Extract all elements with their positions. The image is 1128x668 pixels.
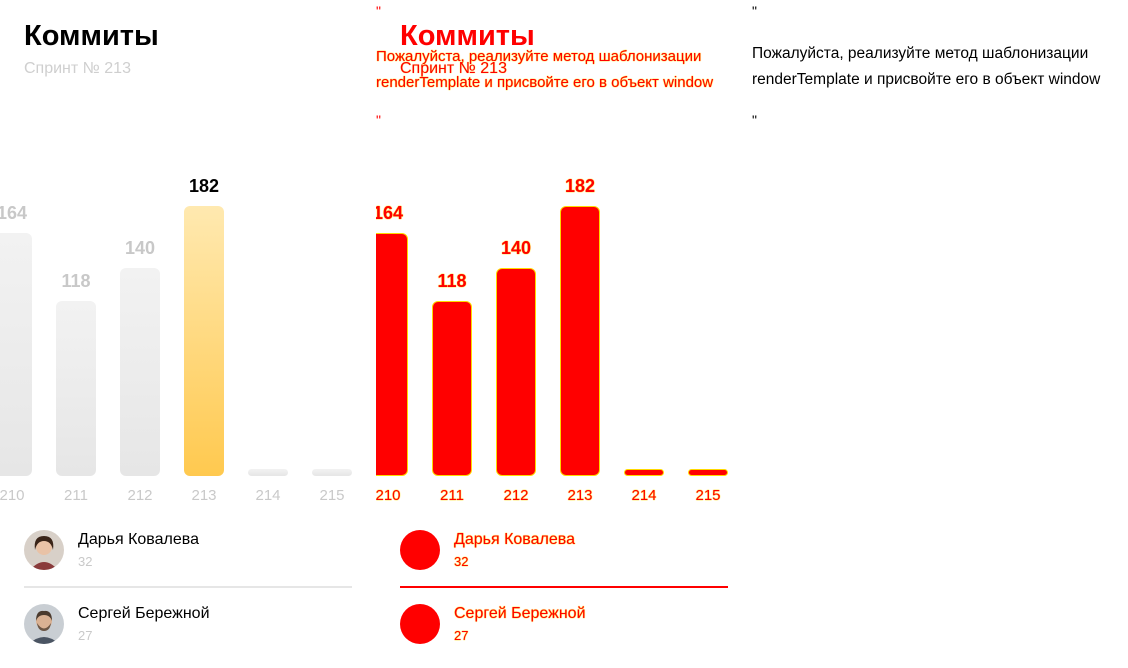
chart-tick-label: 213 bbox=[567, 487, 593, 504]
divider bbox=[24, 586, 352, 588]
chart-bar bbox=[688, 469, 728, 476]
chart-tick-label: 211 bbox=[64, 487, 88, 504]
chart-bar bbox=[0, 232, 32, 476]
chart-bar bbox=[560, 206, 600, 476]
error-message-line: Пожалуйста, реализуйте метод шаблонизаци… bbox=[752, 45, 1089, 62]
diff-message-line: renderTemplate и присвойте его в объект … bbox=[376, 74, 714, 91]
diff-user-commit-count: 32 bbox=[454, 554, 469, 569]
page-subtitle: Спринт № 213 bbox=[24, 60, 131, 77]
chart-tick-label: 210 bbox=[0, 487, 25, 504]
chart-tick-label: 212 bbox=[127, 487, 153, 504]
user-avatar-icon bbox=[24, 530, 64, 570]
chart-bar bbox=[312, 469, 352, 476]
diff-user-commit-count: 27 bbox=[454, 628, 469, 643]
quote-close: " bbox=[752, 112, 757, 128]
page-title: Коммиты bbox=[24, 20, 159, 52]
quote-open: " bbox=[752, 3, 757, 19]
chart-value-label: 182 bbox=[188, 176, 220, 196]
diff-message: Пожалуйста, реализуйте метод шаблонизаци… bbox=[376, 44, 752, 96]
chart-tick-label: 214 bbox=[255, 487, 281, 504]
diff-quote-open: " bbox=[376, 3, 381, 19]
chart-tick-label: 211 bbox=[440, 487, 464, 504]
rendered-output-panel: " Пожалуйста, реализуйте метод шаблониза… bbox=[752, 0, 1128, 668]
chart-value-label: 140 bbox=[124, 238, 156, 259]
chart-bar bbox=[184, 206, 224, 476]
chart-value-label: 140 bbox=[500, 238, 532, 259]
chart-value-label: 118 bbox=[61, 270, 91, 291]
diff-panel: " Коммиты Пожалуйста, реализуйте метод ш… bbox=[376, 0, 752, 668]
diff-quote-close: " bbox=[376, 112, 381, 128]
error-message-line: renderTemplate и присвойте его в объект … bbox=[752, 71, 1101, 88]
diff-user-name: Дарья Ковалева bbox=[454, 531, 575, 548]
chart-tick-label: 214 bbox=[631, 487, 657, 504]
user-commit-count: 32 bbox=[78, 554, 93, 569]
diff-page-title: Коммиты bbox=[400, 20, 535, 52]
user-avatar-icon bbox=[24, 604, 64, 644]
chart-bar bbox=[624, 469, 664, 476]
chart-tick-label: 212 bbox=[503, 487, 529, 504]
diff-message-line: Пожалуйста, реализуйте метод шаблонизаци… bbox=[376, 48, 702, 65]
chart-tick-label: 213 bbox=[191, 487, 217, 504]
chart-value-label: 182 bbox=[564, 176, 596, 196]
chart-value-label: 164 bbox=[0, 202, 28, 223]
chart-value-label: 118 bbox=[437, 270, 467, 291]
diff-avatar-icon bbox=[400, 604, 440, 644]
chart-tick-label: 215 bbox=[695, 487, 721, 504]
reference-panel: Коммиты Спринт № 213 164 210 118 211 140 212 1… bbox=[0, 0, 376, 668]
chart-bar bbox=[496, 268, 536, 476]
chart-bar bbox=[248, 469, 288, 476]
user-commit-count: 27 bbox=[78, 628, 93, 643]
user-name: Сергей Бережной bbox=[78, 605, 210, 622]
chart-tick-label: 210 bbox=[376, 487, 401, 504]
chart-tick-label: 215 bbox=[319, 487, 345, 504]
diff-divider bbox=[400, 586, 728, 588]
chart-bar bbox=[376, 232, 408, 476]
chart-value-label: 164 bbox=[376, 202, 404, 223]
chart-bar bbox=[432, 300, 472, 476]
diff-user-name: Сергей Бережной bbox=[454, 605, 586, 622]
chart-bar bbox=[120, 268, 160, 476]
user-name: Дарья Ковалева bbox=[78, 531, 199, 548]
error-message: Пожалуйста, реализуйте метод шаблонизаци… bbox=[752, 41, 1128, 93]
diff-avatar-icon bbox=[400, 530, 440, 570]
chart-bar bbox=[56, 300, 96, 476]
diff-page-subtitle: Спринт № 213 bbox=[400, 60, 507, 77]
